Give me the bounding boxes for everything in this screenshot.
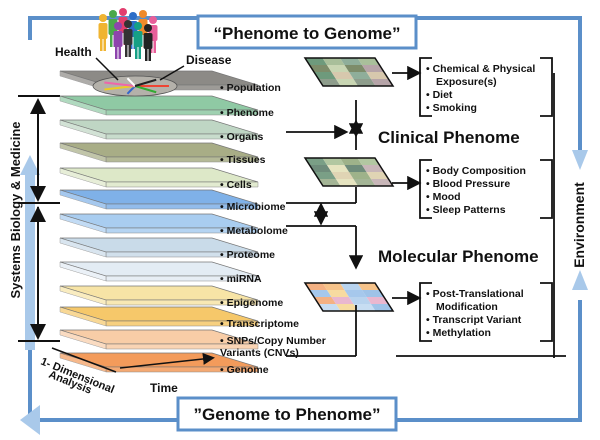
clinical-exposure-matrix — [305, 58, 393, 86]
layer-metabolome: • Metabolome — [60, 214, 288, 237]
layer-cells: • Cells — [60, 168, 258, 191]
layer-tissues: • Tissues — [60, 143, 266, 166]
factor-item-exposure-s: Exposure(s) — [436, 76, 497, 88]
person-icon — [99, 14, 108, 51]
layer-mirna: • miRNA — [60, 262, 262, 285]
layer-label-organs: • Organs — [220, 131, 264, 143]
layer-label-tissues: • Tissues — [220, 154, 266, 166]
clinical-phenome-title: Clinical Phenome — [378, 128, 520, 147]
clinical-body-matrix — [305, 158, 393, 186]
health-label: Health — [55, 45, 92, 59]
person-icon — [114, 22, 123, 59]
phenome-matrices — [305, 58, 393, 311]
layer-label-transcriptome: • Transcriptome — [220, 318, 299, 330]
top-banner-text: “Phenome to Genome” — [213, 24, 400, 43]
left-span-arrows — [18, 96, 60, 341]
person-icon — [124, 20, 133, 57]
factor-item-methylation: • Methylation — [426, 327, 491, 339]
layer-proteome: • Proteome — [60, 238, 275, 261]
layer-label-phenome: • Phenome — [220, 107, 274, 119]
population-network — [93, 76, 177, 96]
molecular-matrix — [305, 283, 393, 311]
factor-item-body-composition: • Body Composition — [426, 165, 526, 177]
bottom-banner-text: ”Genome to Phenome” — [193, 405, 380, 424]
layer-transcriptome: • Transcriptome — [60, 307, 299, 330]
layer-label-proteome: • Proteome — [220, 249, 275, 261]
person-icon — [134, 22, 143, 59]
factor-item-chemical-physical: • Chemical & Physical — [426, 63, 535, 75]
factor-group-2: • Body Composition• Blood Pressure• Mood… — [420, 160, 552, 218]
systems-biology-label: Systems Biology & Medicine — [8, 122, 23, 299]
layer-epigenome: • Epigenome — [60, 286, 283, 309]
factor-item-modification: Modification — [436, 301, 498, 313]
layer-label-epigenome: • Epigenome — [220, 297, 283, 309]
bottom-banner: ”Genome to Phenome” — [178, 398, 396, 430]
factor-item-sleep-patterns: • Sleep Patterns — [426, 204, 506, 216]
factor-item-diet: • Diet — [426, 89, 453, 101]
factor-item-mood: • Mood — [426, 191, 461, 203]
layer-label-mirna: • miRNA — [220, 273, 262, 285]
layer-label-microbiome: • Microbiome — [220, 201, 286, 213]
layer-label-population: • Population — [220, 82, 281, 94]
disease-label: Disease — [186, 53, 232, 67]
time-label: Time — [150, 381, 178, 395]
layer-stack: • Genome• SNPs/Copy Number Variants (CNVs… — [60, 71, 326, 376]
layer-organs: • Organs — [60, 120, 264, 143]
layer-microbiome: • Microbiome — [60, 190, 286, 213]
person-icon — [144, 24, 153, 61]
layer-label-cells: • Cells — [220, 179, 252, 191]
molecular-phenome-title: Molecular Phenome — [378, 247, 539, 266]
layer-label-genome: • Genome — [220, 364, 269, 376]
layer-label-metabolome: • Metabolome — [220, 225, 288, 237]
factor-item-post-translational: • Post-Translational — [426, 288, 524, 300]
factor-item-blood-pressure: • Blood Pressure — [426, 178, 510, 190]
factor-item-smoking: • Smoking — [426, 102, 477, 114]
top-banner: “Phenome to Genome” — [198, 16, 416, 48]
layer-phenome: • Phenome — [60, 96, 274, 119]
environment-label: Environment — [571, 182, 587, 268]
factor-item-transcript-variant: • Transcript Variant — [426, 314, 522, 326]
population-people-icon — [99, 8, 158, 61]
